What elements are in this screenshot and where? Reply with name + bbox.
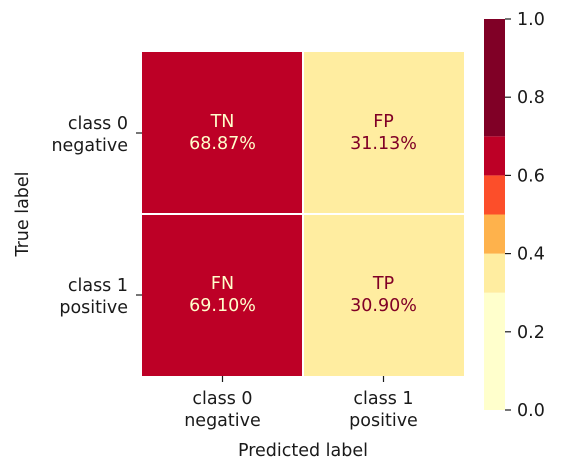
colorbar-bin xyxy=(484,136,505,176)
cell-name-label: FN xyxy=(211,274,234,294)
colorbar-bin xyxy=(484,175,505,215)
cell-percent-label: 68.87% xyxy=(189,134,256,154)
colorbar-tick-label: 0.8 xyxy=(517,88,545,108)
x-axis-label: Predicted label xyxy=(238,441,368,461)
colorbar-tick-label: 0.6 xyxy=(517,166,545,186)
colorbar: 0.0 0.2 0.4 0.6 0.8 1.0 xyxy=(484,10,545,421)
colorbar-bin xyxy=(484,214,505,254)
colorbar-tick-label: 1.0 xyxy=(517,10,545,30)
colorbar-tick-label: 0.0 xyxy=(517,401,545,421)
x-tick-label: class 1 xyxy=(353,389,413,409)
x-tick-label: positive xyxy=(349,411,418,431)
heatmap-cell xyxy=(303,52,464,214)
cell-name-label: TP xyxy=(372,274,394,294)
colorbar-bin xyxy=(484,292,505,410)
colorbar-bin xyxy=(484,253,505,293)
y-axis-label: True label xyxy=(13,171,33,257)
cell-percent-label: 31.13% xyxy=(350,134,417,154)
x-tick-label: negative xyxy=(184,411,261,431)
cell-percent-label: 30.90% xyxy=(350,296,417,316)
cell-name-label: FP xyxy=(373,112,394,132)
colorbar-bin xyxy=(484,19,505,137)
heatmap-cell xyxy=(303,214,464,376)
cell-name-label: TN xyxy=(210,112,235,132)
y-tick-label: class 1 xyxy=(68,276,128,296)
cell-percent-label: 69.10% xyxy=(189,296,256,316)
colorbar-tick-label: 0.2 xyxy=(517,323,545,343)
x-tick-label: class 0 xyxy=(192,389,252,409)
y-tick-label: class 0 xyxy=(68,114,128,134)
y-tick-label: negative xyxy=(51,136,128,156)
y-tick-label: positive xyxy=(59,298,128,318)
colorbar-tick-label: 0.4 xyxy=(517,245,545,265)
heatmap-cell xyxy=(142,52,303,214)
heatmap-cell xyxy=(142,214,303,376)
